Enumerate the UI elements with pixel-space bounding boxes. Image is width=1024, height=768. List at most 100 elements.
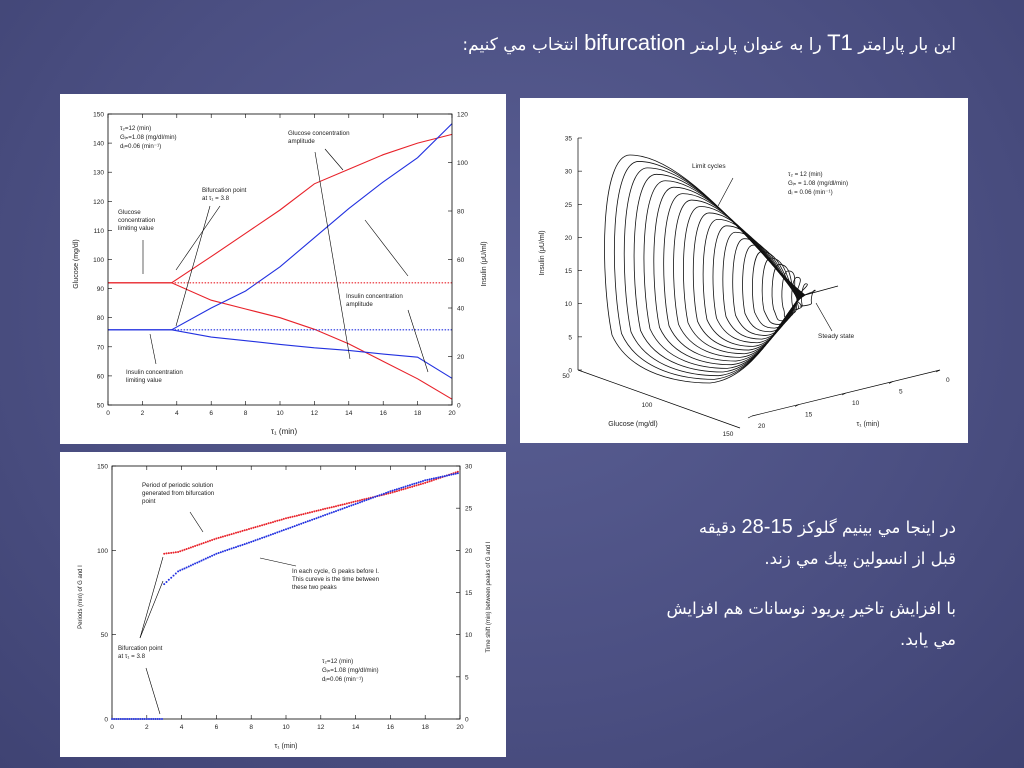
data-point-red	[304, 512, 307, 515]
y2-tick-label: 0	[465, 717, 469, 724]
data-point-red	[192, 545, 194, 548]
data-point-red	[272, 521, 274, 524]
z-tick	[888, 381, 894, 384]
data-point-red	[221, 535, 224, 538]
data-point-blue	[237, 545, 240, 548]
data-point-red	[245, 528, 248, 531]
annotation-arrow	[314, 151, 351, 360]
data-point-blue	[228, 548, 231, 551]
x-axis-label: τ₁ (min)	[274, 743, 297, 750]
x-tick-label: 50	[562, 373, 570, 380]
data-point-red	[174, 551, 177, 554]
data-point-blue	[389, 490, 392, 493]
y2-tick-label: 100	[457, 160, 468, 167]
data-point-red	[341, 503, 344, 506]
x-tick-label: 6	[209, 410, 213, 417]
data-point-blue	[282, 529, 285, 531]
y2-tick-label: 5	[465, 674, 469, 681]
x-tick-label: 150	[723, 431, 734, 438]
data-point-blue	[385, 491, 388, 494]
data-point-red	[395, 490, 398, 493]
data-point-blue	[156, 718, 159, 720]
data-point-red	[258, 524, 261, 527]
data-point-red	[322, 508, 324, 511]
y2-tick-label: 0	[457, 403, 461, 410]
limit-cycle-curve	[789, 276, 801, 314]
annotation-text: Gᵢₙ=1.08 (mg/dl/min)	[322, 667, 379, 674]
data-point-red	[261, 524, 264, 527]
data-point-blue	[258, 537, 261, 540]
data-point-blue	[326, 513, 329, 516]
data-point-blue	[359, 501, 361, 504]
data-point-blue	[322, 514, 324, 517]
data-point-red	[248, 528, 250, 530]
y-tick-label: 80	[97, 315, 105, 322]
z-tick	[935, 369, 941, 373]
annotation-text: point	[142, 498, 156, 505]
annotation-arrow	[364, 219, 409, 277]
data-point-red	[187, 547, 190, 550]
data-point-blue	[302, 521, 305, 524]
data-point-blue	[179, 569, 182, 572]
limit-cycle-curve	[761, 257, 800, 325]
data-point-red	[393, 490, 396, 493]
data-point-red	[241, 529, 244, 532]
annotation-arrow	[175, 205, 221, 271]
data-point-red	[308, 511, 311, 514]
data-point-red	[361, 498, 364, 501]
data-point-blue	[200, 559, 203, 562]
data-point-blue	[230, 547, 233, 550]
data-point-red	[419, 483, 422, 486]
data-point-red	[256, 525, 259, 528]
annotation-text: amplitude	[288, 138, 315, 145]
data-point-blue	[304, 521, 307, 524]
limit-cycle-chart: 0 5 10 15 20 25 30 35 50 100 150 0 5 10 15 20 Insulin (…	[539, 136, 950, 439]
data-point-red	[359, 499, 361, 502]
data-point-blue	[306, 520, 309, 523]
data-point-blue	[243, 543, 246, 546]
data-point-blue	[298, 523, 300, 526]
annotation-arrow	[145, 667, 161, 715]
data-point-blue	[361, 500, 364, 503]
paragraph-2: با افزايش تاخير پريود نوسانات هم افزايش …	[666, 599, 956, 649]
data-point-red	[319, 508, 322, 511]
data-point-blue	[354, 503, 357, 505]
x-tick-label: 12	[317, 724, 325, 731]
data-point-blue	[152, 718, 155, 720]
annotation-arrow	[259, 557, 297, 567]
annotation-arrow	[324, 148, 344, 171]
data-point-blue	[113, 718, 116, 720]
data-point-blue	[413, 482, 416, 485]
data-point-blue	[439, 476, 442, 478]
data-point-blue	[345, 506, 348, 509]
data-point-red	[232, 532, 235, 535]
x-tick-label: 18	[414, 410, 422, 417]
annotation-text: dᵢ=0.06 (min⁻¹)	[120, 143, 161, 150]
y2-tick-label: 20	[465, 548, 473, 555]
data-point-red	[306, 512, 309, 514]
data-point-red	[228, 533, 231, 536]
data-point-red	[235, 531, 237, 534]
data-point-blue	[226, 549, 229, 551]
data-point-blue	[343, 506, 346, 509]
y2-tick-label: 30	[465, 464, 473, 471]
data-point-blue	[341, 507, 344, 510]
x-tick-label: 0	[110, 724, 114, 731]
z-tick	[747, 415, 753, 419]
y-tick-label: 100	[97, 548, 108, 555]
data-point-red	[202, 542, 205, 544]
z-tick-label: 20	[758, 423, 766, 430]
annotation-text: This cureve is the time between	[292, 576, 380, 583]
y2-tick-label: 80	[457, 209, 465, 216]
data-point-red	[206, 540, 209, 543]
chart-annotations: τ₂=12 (min) Gᵢₙ=1.08 (mg/dl/min) dᵢ=0.06 (…	[118, 125, 429, 384]
bifurcation-chart-panel: 0 2 4 6 8 10 12 14 16 18 20 50 60 70 80 90 100 110 120 130 1…	[60, 94, 506, 444]
data-point-blue	[141, 718, 144, 720]
y-tick-label: 90	[97, 286, 105, 293]
data-point-blue	[269, 533, 272, 536]
z-tick-label: 15	[805, 412, 813, 419]
data-point-blue	[213, 553, 216, 556]
x-tick-label: 16	[380, 410, 388, 417]
data-point-red	[267, 522, 270, 525]
